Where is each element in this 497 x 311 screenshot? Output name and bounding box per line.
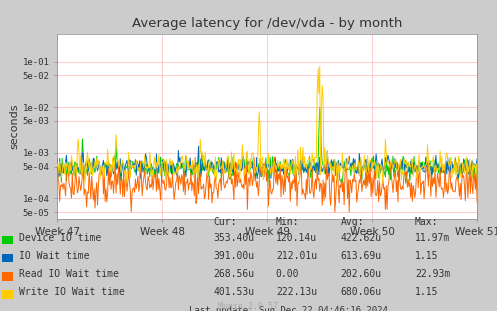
Text: 11.97m: 11.97m (415, 233, 450, 243)
Text: 22.93m: 22.93m (415, 269, 450, 279)
Text: Cur:: Cur: (214, 217, 237, 227)
Y-axis label: seconds: seconds (10, 104, 20, 150)
Text: 391.00u: 391.00u (214, 251, 255, 261)
Text: 202.60u: 202.60u (340, 269, 382, 279)
Text: Avg:: Avg: (340, 217, 364, 227)
Text: Write IO Wait time: Write IO Wait time (19, 287, 125, 297)
Text: Last update: Sun Dec 22 04:46:16 2024: Last update: Sun Dec 22 04:46:16 2024 (189, 305, 388, 311)
Text: Munin 2.0.57: Munin 2.0.57 (219, 302, 278, 311)
Text: 613.69u: 613.69u (340, 251, 382, 261)
Text: RRDTOOL / TOBI OETIKER: RRDTOOL / TOBI OETIKER (491, 83, 496, 166)
Text: 222.13u: 222.13u (276, 287, 317, 297)
Text: 353.40u: 353.40u (214, 233, 255, 243)
Text: 120.14u: 120.14u (276, 233, 317, 243)
Text: Read IO Wait time: Read IO Wait time (19, 269, 119, 279)
Text: 1.15: 1.15 (415, 251, 438, 261)
Text: 401.53u: 401.53u (214, 287, 255, 297)
Text: 0.00: 0.00 (276, 269, 299, 279)
Text: Min:: Min: (276, 217, 299, 227)
Text: IO Wait time: IO Wait time (19, 251, 89, 261)
Title: Average latency for /dev/vda - by month: Average latency for /dev/vda - by month (132, 17, 403, 30)
Text: Max:: Max: (415, 217, 438, 227)
Text: 1.15: 1.15 (415, 287, 438, 297)
Text: Device IO time: Device IO time (19, 233, 101, 243)
Text: 680.06u: 680.06u (340, 287, 382, 297)
Text: 422.62u: 422.62u (340, 233, 382, 243)
Text: 212.01u: 212.01u (276, 251, 317, 261)
Text: 268.56u: 268.56u (214, 269, 255, 279)
